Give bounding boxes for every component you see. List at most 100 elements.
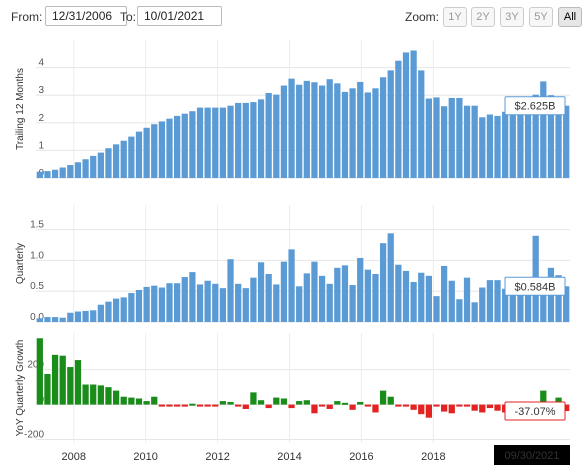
cursor-date-label: 09/30/2021 [504,450,559,462]
bar-1-66 [540,277,547,322]
zoom-button-all[interactable]: All [558,7,582,27]
bar-2-28 [250,392,257,405]
bar-1-44 [372,273,379,322]
bar-0-21 [196,107,204,178]
bar-1-58 [479,287,486,322]
bar-2-27 [242,404,249,409]
last-value-box-2 [504,401,566,421]
bar-2-40 [341,402,349,405]
bar-0-13 [135,131,143,178]
bar-2-9 [105,387,112,405]
bar-1-62 [509,284,516,322]
bar-1-45 [379,243,387,322]
ytick-label-1-0: 0.0 [30,312,44,323]
bar-0-9 [105,148,112,178]
bar-0-54 [448,97,455,178]
bar-0-43 [364,92,371,178]
bar-1-60 [494,280,501,322]
bar-0-8 [97,152,104,178]
bar-2-46 [387,396,394,405]
bar-2-6 [82,384,89,405]
bar-1-51 [425,275,432,322]
bar-0-40 [341,91,349,178]
bar-0-3 [59,167,66,178]
bar-2-58 [479,404,486,413]
bar-1-49 [410,281,417,322]
bar-1-37 [318,275,326,322]
bar-0-57 [471,105,478,178]
bar-1-42 [357,257,364,322]
ytick-label-0-1: 1 [38,140,44,151]
x-tick-label-2: 2012 [205,451,229,463]
ytick-label-1-3: 1.5 [30,220,44,231]
bar-2-16 [158,404,165,407]
bar-2-45 [379,390,387,405]
bar-2-32 [280,398,288,405]
bar-0-59 [486,114,494,178]
from-date-input[interactable]: 12/31/2006 [45,6,127,26]
bar-2-68 [555,397,562,405]
bar-2-35 [303,400,310,405]
bar-1-19 [181,277,188,322]
bar-1-30 [265,273,272,322]
bar-1-31 [273,284,280,322]
zoom-button-5y[interactable]: 5Y [529,7,553,27]
x-tick-label-3: 2014 [277,451,301,463]
bar-0-45 [379,77,387,178]
bar-2-54 [448,404,455,414]
bar-0-36 [311,82,318,178]
bar-1-69 [563,286,570,322]
bar-2-5 [74,360,82,405]
zoom-button-1y[interactable]: 1Y [443,7,467,27]
bar-2-50 [418,404,425,415]
bar-1-11 [120,297,127,322]
bar-0-35 [303,80,310,178]
bar-2-11 [120,396,127,405]
bar-1-23 [212,283,219,322]
bar-0-15 [151,124,158,178]
bar-1-29 [257,262,265,322]
bar-1-32 [280,261,288,322]
bar-2-14 [143,401,150,405]
bar-0-58 [479,117,486,178]
bar-1-57 [471,302,478,322]
bar-0-6 [82,159,89,178]
to-date-input[interactable]: 10/01/2021 [137,6,222,26]
bar-0-67 [547,95,555,178]
bar-1-10 [112,298,120,322]
bar-1-38 [326,283,333,322]
bar-0-17 [166,118,173,178]
bar-1-39 [334,267,341,322]
ylabel-0: Trailing 12 Months [15,68,26,150]
ytick-label-1-1: 0.5 [30,281,44,292]
bar-1-3 [59,317,66,322]
bar-0-55 [456,97,463,178]
bar-1-36 [311,261,318,322]
bar-2-36 [311,404,318,414]
bar-2-41 [349,404,356,410]
bar-1-21 [196,284,204,322]
bar-0-27 [242,102,249,178]
zoom-button-2y[interactable]: 2Y [471,7,495,27]
bar-1-16 [158,287,165,322]
bar-2-31 [273,397,280,405]
bar-2-20 [189,403,196,406]
bar-0-2 [51,169,59,178]
bar-2-57 [471,404,478,411]
bar-0-19 [181,113,188,178]
bar-2-0 [36,338,43,405]
bar-1-0 [36,318,43,322]
bar-1-27 [242,288,249,322]
bar-2-52 [433,404,440,407]
bar-1-2 [51,317,59,322]
bar-2-1 [44,374,51,405]
last-value-box-1 [504,276,566,296]
bar-2-69 [563,404,570,412]
bar-2-26 [235,404,242,407]
bar-2-7 [90,384,97,405]
x-tick-label-1: 2010 [133,451,157,463]
last-value-label-0: $2.625B [515,101,556,113]
bar-2-59 [486,404,494,409]
zoom-button-3y[interactable]: 3Y [500,7,524,27]
